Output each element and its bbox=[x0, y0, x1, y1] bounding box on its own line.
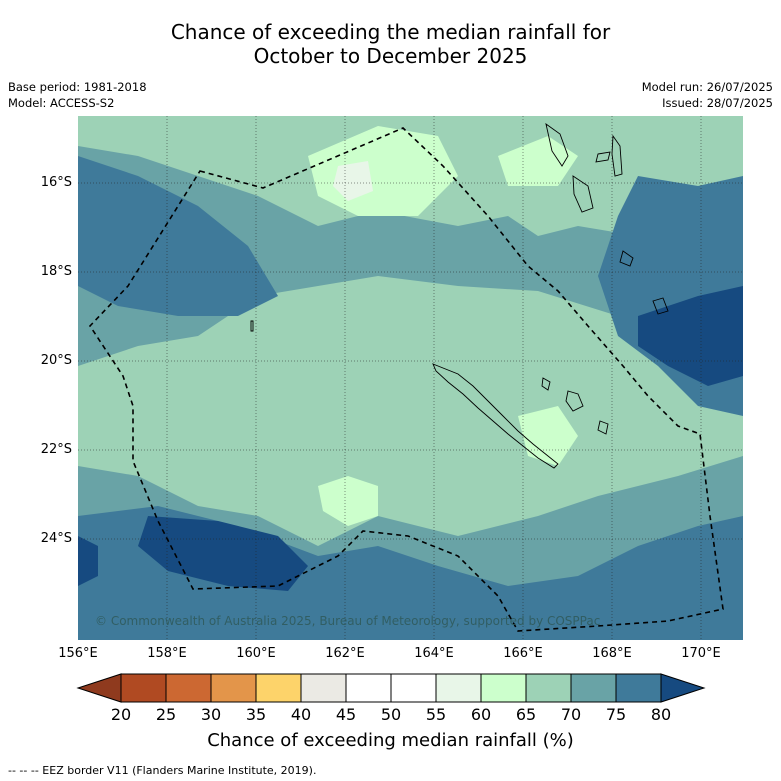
chart-title-line2: October to December 2025 bbox=[253, 44, 528, 68]
lat-label-24s: 24°S bbox=[40, 531, 72, 546]
lon-label-170e: 170°E bbox=[681, 646, 721, 661]
lon-label-160e: 160°E bbox=[236, 646, 276, 661]
lon-label-156e: 156°E bbox=[58, 646, 98, 661]
colorbar-bin-60-65 bbox=[480, 673, 527, 703]
colorbar bbox=[76, 673, 706, 703]
band-60-65-northeast bbox=[498, 136, 578, 186]
lat-label-18s: 18°S bbox=[40, 264, 72, 279]
colorbar-tick-20: 20 bbox=[110, 705, 132, 724]
colorbar-tick-70: 70 bbox=[560, 705, 582, 724]
colorbar-bin-25-30 bbox=[165, 673, 212, 703]
issued-date: Issued: 28/07/2025 bbox=[662, 96, 773, 110]
band-80-plus-west-edge bbox=[78, 536, 98, 586]
colorbar-tick-50: 50 bbox=[380, 705, 402, 724]
vanuatu-coastline bbox=[545, 122, 669, 315]
colorbar-tick-30: 30 bbox=[200, 705, 222, 724]
colorbar-bin-50-55 bbox=[390, 673, 437, 703]
band-60-65-east bbox=[518, 406, 578, 466]
map-gridlines bbox=[78, 116, 743, 640]
chart-title-line1: Chance of exceeding the median rainfall … bbox=[170, 20, 611, 44]
base-period: Base period: 1981-2018 bbox=[8, 80, 147, 94]
colorbar-bin-35-40 bbox=[255, 673, 302, 703]
island-west-coastline bbox=[250, 320, 254, 332]
band-55-60-center bbox=[333, 161, 373, 201]
lat-label-20s: 20°S bbox=[40, 353, 72, 368]
lon-label-166e: 166°E bbox=[503, 646, 543, 661]
colorbar-tick-80: 80 bbox=[650, 705, 672, 724]
colorbar-tick-45: 45 bbox=[335, 705, 357, 724]
colorbar-bin-55-60 bbox=[435, 673, 482, 703]
lon-label-158e: 158°E bbox=[147, 646, 187, 661]
model-run: Model run: 26/07/2025 bbox=[641, 80, 773, 94]
colorbar-high-arrow bbox=[660, 673, 706, 703]
colorbar-bin-30-35 bbox=[210, 673, 257, 703]
colorbar-tick-55: 55 bbox=[425, 705, 447, 724]
colorbar-low-arrow bbox=[76, 673, 122, 703]
copyright-notice: © Commonwealth of Australia 2025, Bureau… bbox=[95, 614, 601, 628]
lon-label-164e: 164°E bbox=[414, 646, 454, 661]
colorbar-bin-45-50 bbox=[345, 673, 392, 703]
colorbar-tick-25: 25 bbox=[155, 705, 177, 724]
colorbar-tick-40: 40 bbox=[290, 705, 312, 724]
band-60-65-central bbox=[318, 476, 378, 526]
colorbar-tick-60: 60 bbox=[470, 705, 492, 724]
model-name: Model: ACCESS-S2 bbox=[8, 96, 115, 110]
eez-footnote: -- -- -- EEZ border V11 (Flanders Marine… bbox=[8, 764, 317, 777]
lon-label-168e: 168°E bbox=[592, 646, 632, 661]
new-caledonia-coastline bbox=[432, 363, 559, 469]
band-65-70-central bbox=[78, 276, 743, 546]
lon-label-162e: 162°E bbox=[325, 646, 365, 661]
colorbar-bin-40-45 bbox=[300, 673, 347, 703]
colorbar-bin-65-70 bbox=[525, 673, 572, 703]
band-75-80-west bbox=[78, 156, 278, 316]
colorbar-tick-75: 75 bbox=[605, 705, 627, 724]
band-80-plus-east bbox=[638, 286, 743, 386]
colorbar-tick-65: 65 bbox=[515, 705, 537, 724]
loyalty-islands-coastline bbox=[541, 377, 609, 435]
colorbar-bin-20-25 bbox=[120, 673, 167, 703]
colorbar-tick-35: 35 bbox=[245, 705, 267, 724]
band-80-plus-south bbox=[138, 516, 308, 591]
colorbar-bin-70-75 bbox=[570, 673, 617, 703]
colorbar-bin-75-80 bbox=[615, 673, 662, 703]
colorbar-label: Chance of exceeding median rainfall (%) bbox=[207, 730, 574, 751]
lat-label-16s: 16°S bbox=[40, 175, 72, 190]
rainfall-map: © Commonwealth of Australia 2025, Bureau… bbox=[78, 116, 743, 640]
lat-label-22s: 22°S bbox=[40, 442, 72, 457]
map-svg bbox=[78, 116, 743, 640]
